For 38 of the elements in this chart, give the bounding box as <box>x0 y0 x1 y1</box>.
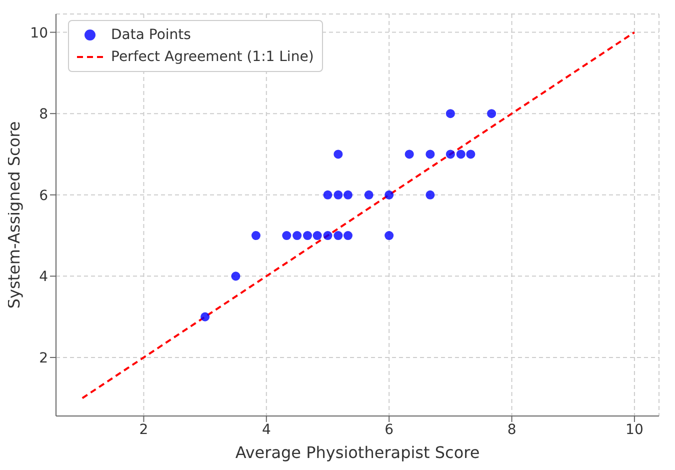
x-tick-label: 8 <box>507 422 516 438</box>
y-tick-label: 4 <box>39 269 48 286</box>
x-tick-label: 2 <box>139 422 148 438</box>
x-axis-title: Average Physiotherapist Score <box>235 443 480 462</box>
point <box>251 231 260 240</box>
point <box>292 231 302 240</box>
legend-label: Data Points <box>111 26 191 45</box>
point <box>426 190 435 200</box>
point <box>446 150 455 159</box>
point <box>446 109 455 118</box>
point <box>466 150 476 159</box>
x-tick-label: 4 <box>262 422 271 438</box>
point <box>343 190 353 200</box>
x-tick-label: 10 <box>626 422 644 438</box>
point <box>334 231 343 240</box>
y-tick-label: 6 <box>39 188 48 204</box>
point <box>334 190 343 200</box>
point <box>426 150 435 159</box>
point <box>323 231 332 240</box>
point <box>312 231 322 240</box>
legend-label: Perfect Agreement (1:1 Line) <box>111 48 314 67</box>
point <box>384 190 394 200</box>
point <box>200 312 210 322</box>
y-tick-label: 8 <box>39 106 48 123</box>
point <box>302 231 312 240</box>
point <box>323 190 332 200</box>
y-tick-label: 2 <box>39 350 48 366</box>
point <box>404 150 414 159</box>
y-tick-label: 10 <box>30 25 48 42</box>
point <box>343 231 353 240</box>
point <box>487 109 496 118</box>
point <box>384 231 394 240</box>
point <box>231 272 240 281</box>
x-tick-label: 6 <box>384 422 394 438</box>
point <box>456 150 466 159</box>
point <box>364 190 374 200</box>
point <box>334 150 343 159</box>
point <box>282 231 292 240</box>
